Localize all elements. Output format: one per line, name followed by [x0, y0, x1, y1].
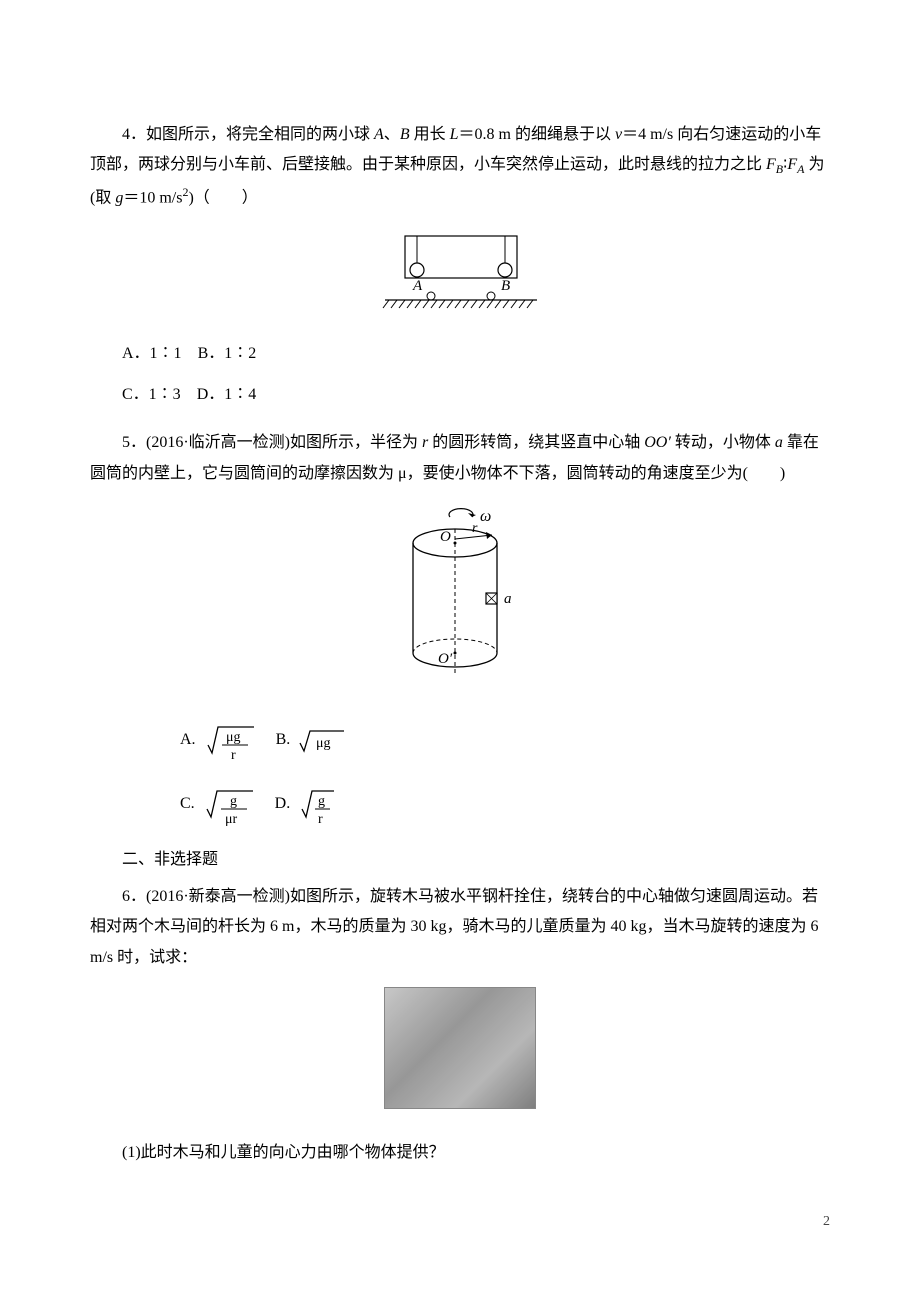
- q4-optD: D．1∶4: [197, 386, 257, 403]
- q4-gtext: ＝10 m/s: [123, 190, 182, 207]
- q4-text: 4．如图所示，将完全相同的两小球 A、B 用长 L＝0.8 m 的细绳悬于以 v…: [90, 120, 830, 214]
- q5-optA-formula: μg r: [204, 717, 258, 763]
- q4-optA: A．1∶1: [122, 345, 182, 362]
- q4-FA: F: [787, 156, 797, 173]
- q4-B: B: [400, 126, 410, 143]
- q5-optD-formula: g r: [298, 781, 338, 827]
- q5-OO: OO′: [644, 434, 671, 451]
- q6-photo: [384, 987, 536, 1109]
- q4-fig-labelA: A: [412, 278, 423, 294]
- q4-A: A: [374, 126, 384, 143]
- q4-optC: C．1∶3: [122, 386, 181, 403]
- svg-text:g: g: [230, 794, 237, 809]
- q4-mid1: 、: [384, 126, 400, 143]
- q4-options: A．1∶1 B．1∶2 C．1∶3 D．1∶4: [90, 339, 830, 410]
- q5-mid1: 的圆形转筒，绕其竖直中心轴: [428, 434, 644, 451]
- q4-gclose: )（ ）: [188, 190, 257, 207]
- svg-text:μg: μg: [316, 736, 331, 751]
- q5-svg: ω O r a O′: [380, 503, 540, 688]
- q4-pre: 4．如图所示，将完全相同的两小球: [122, 126, 374, 143]
- svg-text:μg: μg: [226, 730, 241, 745]
- q5-fig-Op: O′: [438, 651, 453, 667]
- q5-optA: A. μg r: [180, 717, 258, 763]
- q4-opts-row1: A．1∶1 B．1∶2: [90, 339, 830, 369]
- q5-a: a: [775, 434, 783, 451]
- q5-optD: D. g r: [275, 781, 339, 827]
- q4-Lval: ＝0.8 m 的细绳悬于以: [459, 126, 615, 143]
- q5-optB: B. μg: [276, 725, 349, 755]
- q4-optB: B．1∶2: [198, 345, 257, 362]
- q5-fig-omega: ω: [480, 508, 491, 525]
- q4-svg: A B: [375, 228, 545, 310]
- q5-mid2: 转动，小物体: [671, 434, 775, 451]
- q5-text: 5．(2016·临沂高一检测)如图所示，半径为 r 的圆形转筒，绕其竖直中心轴 …: [90, 428, 830, 489]
- q5-optC: C. g μr: [180, 781, 257, 827]
- q4-mid2: 用长: [410, 126, 450, 143]
- q5-optC-formula: g μr: [203, 781, 257, 827]
- svg-text:r: r: [231, 748, 236, 763]
- svg-text:r: r: [318, 812, 323, 827]
- q5-fig-a: a: [504, 591, 512, 607]
- q5-figure: ω O r a O′: [90, 503, 830, 699]
- q4-fig-labelB: B: [501, 278, 510, 294]
- svg-text:μr: μr: [225, 812, 238, 827]
- q5-fig-r: r: [472, 521, 478, 536]
- q5-opts-row2: C. g μr D. g r: [180, 781, 830, 827]
- q4-FB: F: [766, 156, 776, 173]
- page-number: 2: [90, 1209, 830, 1236]
- q4-opts-row2: C．1∶3 D．1∶4: [90, 380, 830, 410]
- q4-vsym: v: [615, 126, 622, 143]
- q5-opts-row1: A. μg r B. μg: [180, 717, 830, 763]
- q5-options: A. μg r B. μg C.: [180, 717, 830, 827]
- q4-figure: A B: [90, 228, 830, 321]
- q5-pre: 5．(2016·临沂高一检测)如图所示，半径为: [122, 434, 422, 451]
- page: 4．如图所示，将完全相同的两小球 A、B 用长 L＝0.8 m 的细绳悬于以 v…: [0, 0, 920, 1275]
- q5-fig-O: O: [440, 529, 451, 545]
- q5-optB-formula: μg: [298, 727, 348, 755]
- svg-text:g: g: [318, 794, 325, 809]
- q6-text: 6．(2016·新泰高一检测)如图所示，旋转木马被水平钢杆拴住，绕转台的中心轴做…: [90, 882, 830, 973]
- section2-title: 二、非选择题: [90, 845, 830, 875]
- q4-Lsym: L: [450, 126, 459, 143]
- q6-figure: [90, 987, 830, 1120]
- q6-sub1: (1)此时木马和儿童的向心力由哪个物体提供？: [90, 1138, 830, 1168]
